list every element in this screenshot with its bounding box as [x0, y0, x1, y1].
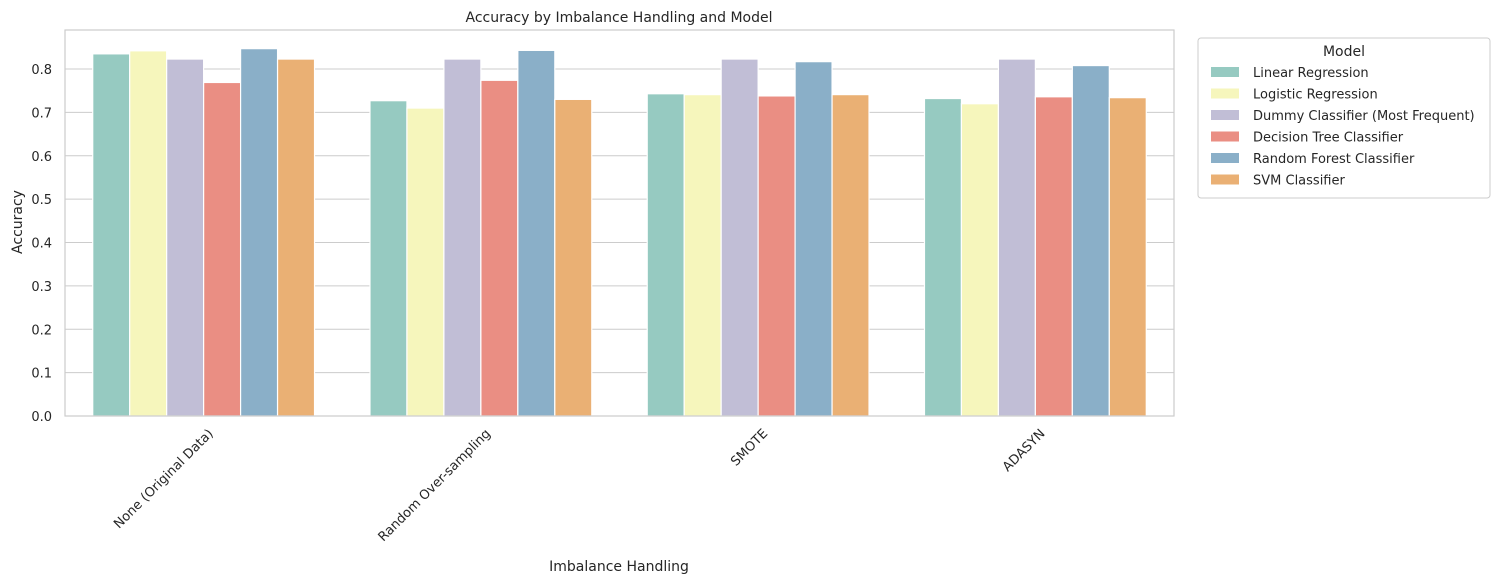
legend: Model Linear Regression Logistic Regressi… [1197, 37, 1491, 199]
bar [406, 107, 445, 417]
bar [1034, 96, 1073, 417]
y-tick-label: 0.1 [31, 367, 52, 382]
bar [480, 79, 519, 417]
x-axis-label: Imbalance Handling [549, 559, 689, 575]
y-tick-label: 0.6 [31, 150, 52, 165]
bar [369, 100, 408, 417]
legend-label: Linear Regression [1253, 66, 1369, 81]
y-tick-label: 0.0 [31, 410, 52, 425]
legend-frame [1197, 37, 1491, 199]
y-tick-label: 0.7 [31, 106, 52, 121]
bar [683, 94, 722, 417]
bar [129, 50, 168, 417]
bar [997, 58, 1036, 417]
y-tick-label: 0.2 [31, 323, 52, 338]
legend-swatch [1211, 153, 1239, 163]
x-ticks: None (Original Data) Random Over-sampling… [111, 426, 1048, 544]
y-axis-label: Accuracy [10, 190, 26, 254]
y-tick-label: 0.5 [31, 193, 52, 208]
x-tick-label: None (Original Data) [111, 426, 217, 532]
bar [646, 93, 685, 417]
bar [923, 97, 963, 417]
x-tick-label: ADASYN [1000, 426, 1048, 474]
y-tick-label: 0.4 [31, 237, 52, 252]
legend-items: Linear Regression Logistic Regression Dumm… [1211, 66, 1475, 189]
y-tick-label: 0.8 [31, 63, 52, 78]
bar [720, 58, 759, 417]
plot-frame [64, 29, 1175, 417]
bar [517, 49, 556, 417]
x-tick-label: Random Over-sampling [376, 426, 494, 544]
legend-swatch [1211, 110, 1239, 120]
bar [831, 94, 870, 417]
legend-swatch [1211, 131, 1239, 142]
bar [239, 48, 279, 417]
legend-swatch [1211, 88, 1239, 99]
bars [92, 48, 1147, 417]
legend-label: Logistic Regression [1253, 88, 1378, 103]
bar [203, 81, 242, 417]
y-tick-label: 0.3 [31, 280, 52, 295]
legend-swatch [1211, 174, 1239, 185]
bar [92, 53, 131, 417]
bar [276, 58, 316, 417]
bar [166, 58, 205, 417]
legend-label: Random Forest Classifier [1253, 152, 1415, 167]
bar [443, 58, 482, 417]
y-ticks: 0.0 0.1 0.2 0.3 0.4 0.5 0.6 0.7 0.8 [31, 63, 52, 425]
bar [1108, 97, 1147, 417]
bar [554, 98, 593, 417]
bar [794, 61, 833, 417]
legend-label: SVM Classifier [1253, 174, 1345, 189]
chart-title: Accuracy by Imbalance Handling and Model [465, 10, 772, 26]
legend-label: Decision Tree Classifier [1253, 131, 1404, 146]
legend-swatch [1211, 67, 1239, 77]
x-tick-label: SMOTE [728, 426, 771, 469]
bar [960, 103, 1000, 417]
legend-label: Dummy Classifier (Most Frequent) [1253, 109, 1475, 124]
bar [1071, 64, 1110, 417]
legend-title: Model [1323, 44, 1365, 60]
bar [757, 95, 796, 417]
